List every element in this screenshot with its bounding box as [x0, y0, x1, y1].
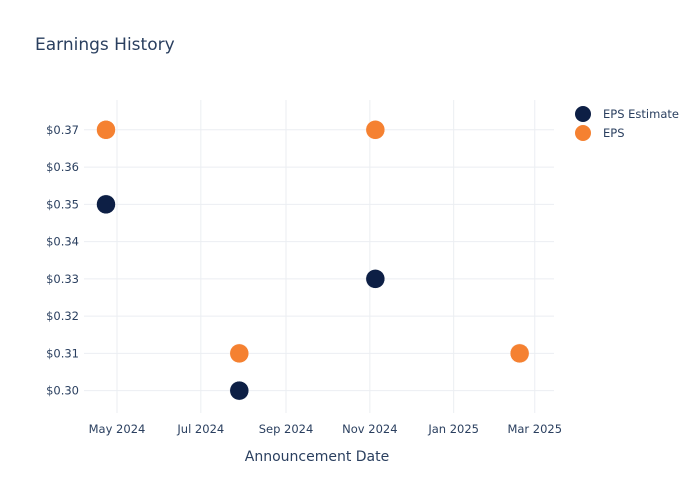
- eps-estimate-point[interactable]: [365, 269, 386, 289]
- legend-label: EPS: [603, 126, 625, 140]
- y-tick-label: $0.37: [46, 123, 79, 137]
- y-tick-label: $0.34: [46, 235, 79, 249]
- x-tick-label: Mar 2025: [507, 422, 562, 436]
- eps-point[interactable]: [96, 120, 116, 140]
- eps-point[interactable]: [509, 343, 530, 364]
- x-tick-label: May 2024: [89, 422, 146, 436]
- y-tick-label: $0.36: [46, 160, 79, 174]
- chart-title: Earnings History: [35, 35, 175, 55]
- eps-estimate-point[interactable]: [229, 380, 250, 401]
- y-tick-label: $0.33: [46, 272, 79, 286]
- x-tick-label: Sep 2024: [259, 422, 314, 436]
- legend: EPS Estimate EPS: [575, 106, 679, 141]
- x-axis-title: Announcement Date: [245, 449, 389, 465]
- y-tick-label: $0.32: [46, 309, 79, 323]
- x-tick-label: Jul 2024: [176, 422, 224, 436]
- x-tick-label: Nov 2024: [342, 422, 397, 436]
- legend-marker: [575, 106, 591, 122]
- eps-point[interactable]: [365, 120, 386, 140]
- eps-point[interactable]: [229, 343, 250, 364]
- y-tick-label: $0.35: [46, 197, 79, 211]
- legend-label: EPS Estimate: [603, 107, 679, 121]
- y-tick-label: $0.31: [46, 346, 79, 360]
- y-tick-label: $0.30: [46, 384, 79, 398]
- eps-estimate-point[interactable]: [96, 194, 116, 215]
- x-tick-label: Jan 2025: [427, 422, 479, 436]
- legend-marker: [575, 125, 591, 141]
